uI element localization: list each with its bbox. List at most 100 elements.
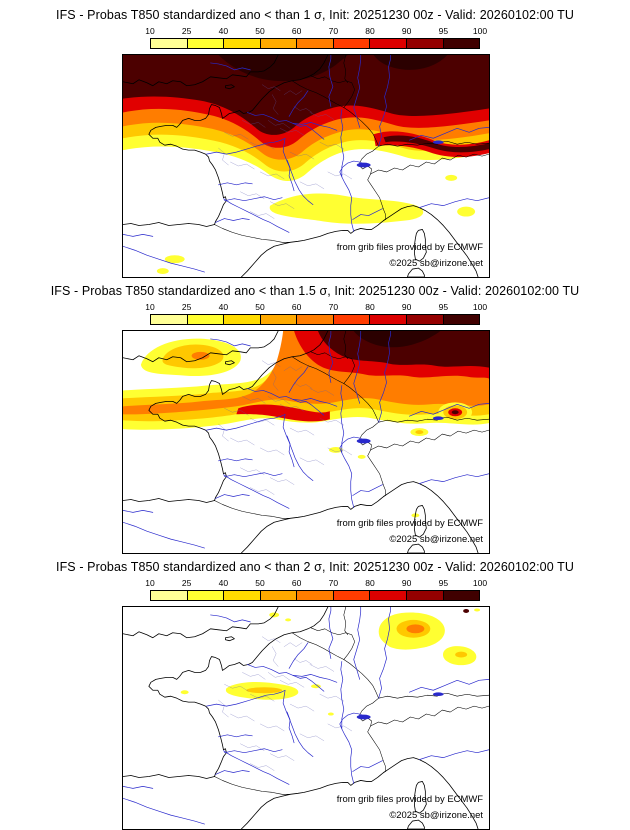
probability-field: [123, 55, 489, 275]
colorbar-cell: [260, 39, 298, 48]
colorbar-cell: [187, 591, 225, 600]
colorbar-cell: [370, 39, 407, 48]
credit-ecmwf: from grib files provided by ECMWF: [337, 793, 484, 804]
map-canvas-sigma-1-5: from grib files provided by ECMWF ©2025 …: [123, 331, 489, 553]
colorbar-cell: [224, 315, 261, 324]
prob-speck-yellow: [180, 690, 189, 695]
colorbar-tick-label: 70: [328, 578, 339, 588]
colorbar-tick-label: 70: [328, 302, 339, 312]
colorbar-tick-label: 50: [255, 302, 265, 312]
map-frame: from grib files provided by ECMWF ©2025 …: [122, 54, 490, 278]
credit-ecmwf: from grib files provided by ECMWF: [337, 241, 484, 252]
credit-copyright: ©2025 sb@irizone.net: [389, 257, 483, 268]
colorbar-tick-label: 50: [255, 26, 265, 36]
colorbar-tick-label: 40: [218, 302, 229, 312]
colorbar-cell: [224, 591, 261, 600]
colorbar-tick-label: 10: [145, 26, 155, 36]
colorbar-bar: [150, 38, 480, 49]
colorbar-tick-label: 100: [472, 578, 488, 588]
panel-sigma-1: IFS - Probas T850 standardized ano < tha…: [0, 0, 630, 278]
prob-speck-yellow: [445, 174, 458, 181]
colorbar-tick-label: 50: [255, 578, 265, 588]
colorbar-cell: [151, 315, 188, 324]
credit-copyright: ©2025 sb@irizone.net: [389, 533, 483, 544]
colorbar-tick-label: 25: [181, 578, 192, 588]
colorbar-cell: [224, 39, 261, 48]
prob-speck-yellow: [285, 618, 292, 622]
colorbar-cell: [406, 315, 444, 324]
map-canvas-sigma-1: from grib files provided by ECMWF ©2025 …: [123, 55, 489, 277]
colorbar-tick-label: 40: [218, 26, 229, 36]
prob-blob-orange-england: [191, 351, 210, 360]
colorbar-tick-label: 40: [218, 578, 229, 588]
prob-streak-red-west: [236, 404, 330, 422]
colorbar-tick-label: 60: [291, 26, 302, 36]
colorbar-cell: [370, 315, 407, 324]
panel-title: IFS - Probas T850 standardized ano < tha…: [50, 284, 580, 298]
colorbar-tick-label: 25: [181, 302, 192, 312]
prob-streak-gold-center: [246, 687, 283, 694]
map-canvas-sigma-2: from grib files provided by ECMWF ©2025 …: [123, 607, 489, 829]
colorbar-cell: [406, 39, 444, 48]
colorbar-tick-label: 100: [472, 26, 488, 36]
colorbar-cell: [297, 591, 334, 600]
colorbar-labels: 10 25 40 50 60 70 80 90 95 100: [145, 26, 487, 37]
prob-core-dark: [353, 331, 441, 348]
prob-dot-maroon-corner: [463, 608, 470, 613]
prob-blob-orange-northeast: [406, 624, 425, 634]
probability-field: [123, 331, 489, 518]
prob-blob-maroon-alps: [451, 410, 459, 415]
colorbar-cell: [333, 591, 371, 600]
colorbar-tick-label: 60: [291, 578, 302, 588]
probability-colorbar: 10 25 40 50 60 70 80 90 95 100: [145, 302, 487, 325]
colorbar-tick-label: 90: [401, 26, 412, 36]
prob-core-dark: [218, 55, 348, 82]
prob-speck-yellow: [328, 446, 343, 453]
panel-sigma-2: IFS - Probas T850 standardized ano < tha…: [0, 552, 630, 830]
colorbar-cell: [333, 315, 371, 324]
prob-speck-yellow: [474, 608, 481, 612]
colorbar-tick-label: 95: [438, 302, 449, 312]
prob-speck-yellow: [327, 712, 334, 716]
colorbar-cell: [187, 39, 225, 48]
panel-sigma-1-5: IFS - Probas T850 standardized ano < tha…: [0, 276, 630, 554]
colorbar-cell: [187, 315, 225, 324]
colorbar-tick-label: 10: [145, 302, 155, 312]
credit-copyright: ©2025 sb@irizone.net: [389, 809, 483, 820]
prob-band-maroon: [123, 55, 489, 135]
colorbar-cell: [297, 315, 334, 324]
colorbar-tick-label: 80: [365, 26, 375, 36]
prob-blob-gold-east: [455, 651, 468, 658]
panel-title: IFS - Probas T850 standardized ano < tha…: [56, 8, 574, 22]
colorbar-cell: [443, 39, 480, 48]
colorbar-cell: [260, 591, 298, 600]
prob-speck-yellow: [357, 454, 366, 459]
colorbar-tick-label: 25: [181, 26, 192, 36]
colorbar-tick-label: 60: [291, 302, 302, 312]
prob-blob-yellow-mediterranean: [269, 193, 424, 224]
prob-speck-yellow: [457, 206, 476, 217]
panel-title: IFS - Probas T850 standardized ano < tha…: [56, 560, 574, 574]
prob-region-maroon-northeast: [317, 331, 489, 368]
colorbar-cell: [333, 39, 371, 48]
probability-colorbar: 10 25 40 50 60 70 80 90 95 100: [145, 26, 487, 49]
colorbar-tick-label: 100: [472, 302, 488, 312]
colorbar-labels: 10 25 40 50 60 70 80 90 95 100: [145, 302, 487, 313]
colorbar-tick-label: 10: [145, 578, 155, 588]
prob-speck-yellow: [310, 684, 321, 689]
colorbar-cell: [443, 315, 480, 324]
colorbar-bar: [150, 314, 480, 325]
colorbar-tick-label: 80: [365, 302, 375, 312]
colorbar-tick-label: 95: [438, 26, 449, 36]
probability-colorbar: 10 25 40 50 60 70 80 90 95 100: [145, 578, 487, 601]
credit-ecmwf: from grib files provided by ECMWF: [337, 517, 484, 528]
prob-speck-yellow: [164, 255, 185, 264]
colorbar-cell: [297, 39, 334, 48]
colorbar-cell: [406, 591, 444, 600]
prob-speck-gold: [415, 430, 424, 435]
colorbar-cell: [260, 315, 298, 324]
colorbar-tick-label: 80: [365, 578, 375, 588]
prob-speck-yellow: [156, 268, 169, 275]
map-frame: from grib files provided by ECMWF ©2025 …: [122, 330, 490, 554]
